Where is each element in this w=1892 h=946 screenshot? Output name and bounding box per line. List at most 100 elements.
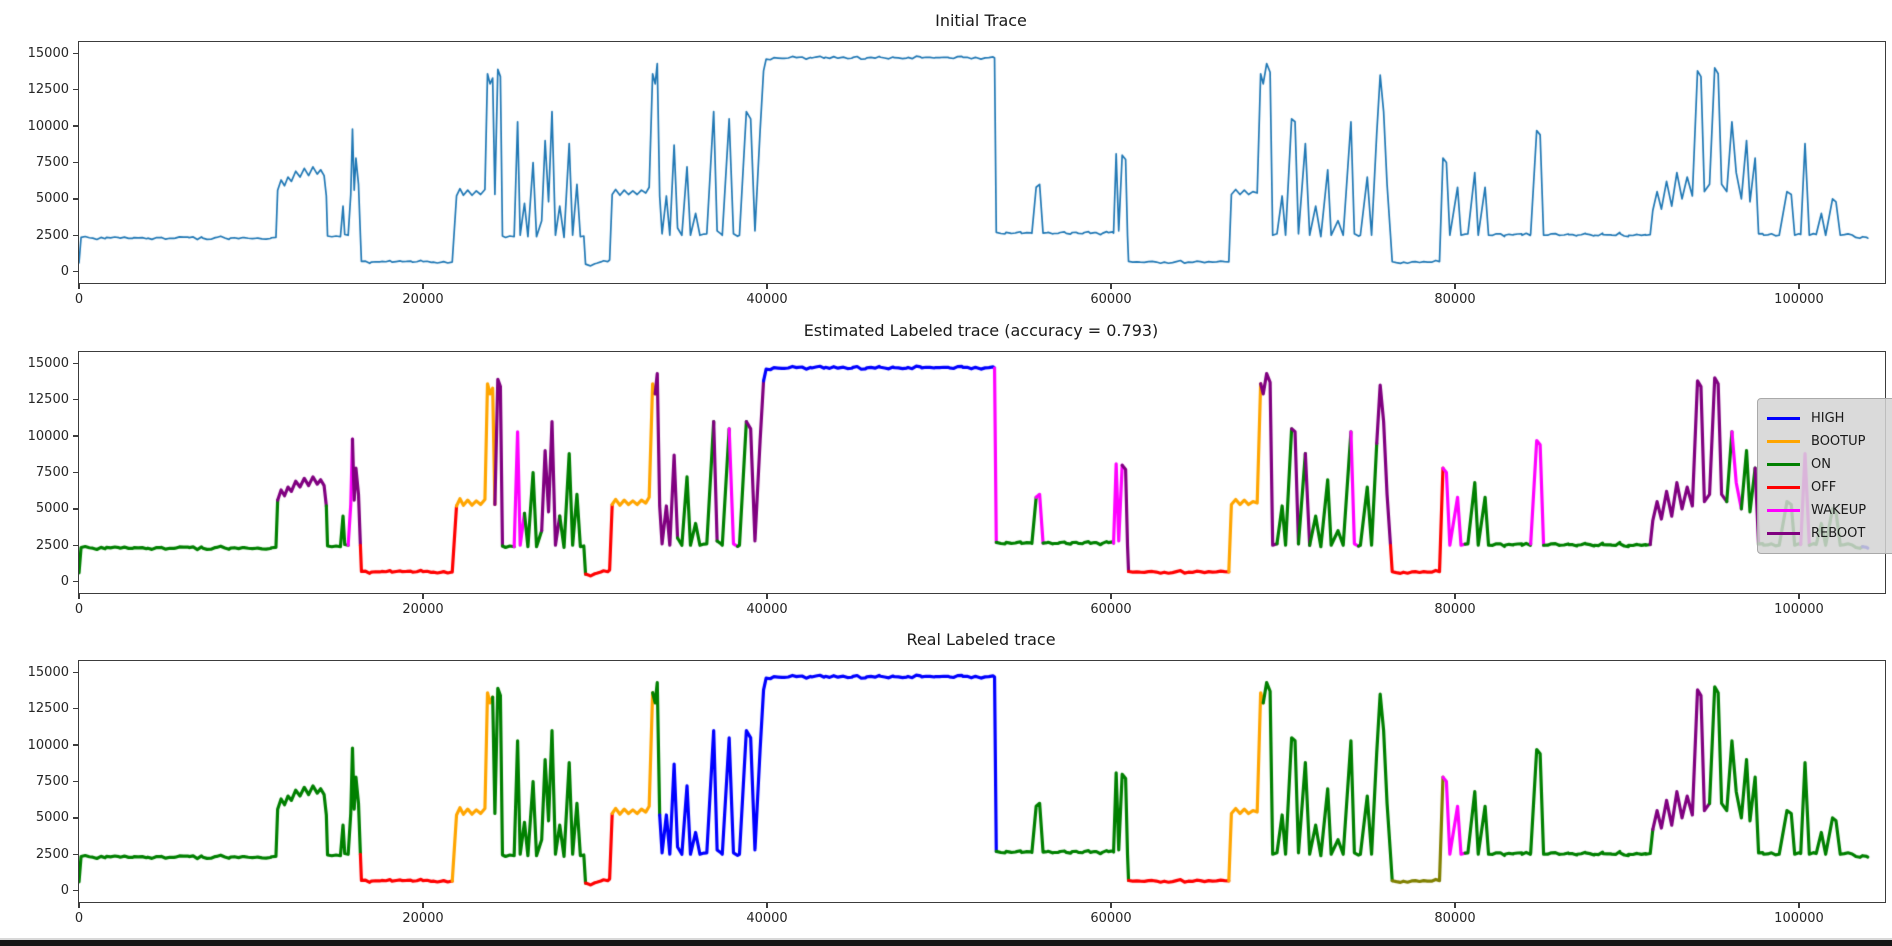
x-tick-mark [1454,902,1456,908]
y-tick-mark [73,580,79,583]
x-tick-mark [766,593,768,599]
y-tick-label: 15000 [27,45,69,61]
x-tick-label: 0 [74,292,84,307]
y-tick-label: 0 [60,574,69,590]
x-tick-label: 80000 [1434,292,1476,307]
legend-line-off [1767,486,1800,489]
legend-label-off: OFF [1811,480,1837,495]
legend-label-high: HIGH [1811,411,1845,426]
axes-initial-trace: 0 2500 5000 7500 10000 12500 15000 0 20000 40000 6… [28,41,1886,307]
x-tick-label: 20000 [402,292,444,307]
y-tick-mark [73,398,79,401]
y-tick-label: 5000 [35,191,69,207]
x-tick-label: 0 [74,602,84,617]
y-tick-mark [73,671,79,674]
y-tick-mark [73,889,79,892]
y-tick-label: 10000 [27,118,69,134]
y-tick-mark [73,435,79,437]
x-tick-mark [766,902,768,908]
x-tick-label: 60000 [1090,602,1132,617]
y-tick-mark [73,125,79,127]
x-tick-label: 0 [74,911,84,926]
x-tick-label: 40000 [746,292,788,307]
y-tick-label: 5000 [35,501,69,517]
legend-line-high [1767,417,1800,420]
legend-line-on [1767,463,1800,466]
x-tick-label: 40000 [746,602,788,617]
y-tick-label: 10000 [27,737,69,753]
trace-canvas-initial [79,42,1885,283]
axes-real-trace: 0 2500 5000 7500 10000 12500 15000 0 20000 40000 6… [28,660,1886,926]
plot-title-estimated-trace: Estimated Labeled trace (accuracy = 0.79… [803,321,1159,340]
plot-title-real-trace: Real Labeled trace [906,630,1056,649]
y-tick-mark [73,780,79,783]
x-tick-mark [1454,283,1456,289]
x-tick-mark [766,283,768,289]
x-tick-mark [1798,902,1800,908]
legend-entry-high: HIGH [1767,407,1889,430]
legend-label-on: ON [1811,457,1831,472]
y-tick-label: 7500 [35,155,69,170]
x-tick-mark [1454,593,1456,599]
y-tick-label: 10000 [27,428,69,444]
y-tick-label: 5000 [35,810,69,826]
y-tick-mark [73,270,79,273]
x-tick-mark [78,283,80,289]
x-tick-mark [78,593,80,599]
y-tick-mark [73,853,79,856]
x-tick-mark [1798,593,1800,599]
y-tick-label: 15000 [27,664,69,680]
x-tick-label: 100000 [1774,292,1824,307]
y-tick-label: 2500 [35,227,69,243]
x-tick-mark [422,902,424,908]
y-tick-label: 2500 [35,537,69,553]
legend-label-reboot: REBOOT [1811,526,1866,541]
y-tick-label: 7500 [35,465,69,480]
x-tick-label: 20000 [402,602,444,617]
legend-line-wakeup [1767,509,1800,512]
y-tick-label: 7500 [35,774,69,789]
x-tick-mark [1110,283,1112,289]
trace-canvas-real [79,661,1885,902]
x-tick-label: 80000 [1434,911,1476,926]
legend-entry-bootup: BOOTUP [1767,430,1889,453]
x-tick-mark [1110,593,1112,599]
x-tick-label: 80000 [1434,602,1476,617]
legend-entry-on: ON [1767,453,1889,476]
figure-bottom-rule [0,938,1892,940]
legend-label-bootup: BOOTUP [1811,434,1866,449]
y-tick-mark [73,817,79,819]
y-tick-label: 0 [60,883,69,899]
y-tick-label: 2500 [35,846,69,862]
y-tick-label: 12500 [27,701,69,717]
x-tick-label: 60000 [1090,292,1132,307]
x-tick-mark [422,593,424,599]
legend-label-wakeup: WAKEUP [1811,503,1867,518]
y-tick-mark [73,234,79,237]
x-tick-label: 100000 [1774,911,1824,926]
legend-line-reboot [1767,532,1800,535]
legend-line-bootup [1767,440,1800,443]
legend-entry-off: OFF [1767,476,1889,499]
x-tick-mark [78,902,80,908]
x-tick-mark [1110,902,1112,908]
x-tick-label: 20000 [402,911,444,926]
y-tick-mark [73,707,79,710]
legend-entry-reboot: REBOOT [1767,522,1889,545]
y-tick-mark [73,544,79,547]
y-tick-label: 0 [60,264,69,280]
y-tick-label: 12500 [27,392,69,408]
x-tick-label: 40000 [746,911,788,926]
y-tick-mark [73,471,79,474]
y-tick-mark [73,88,79,91]
axes-estimated-trace: 0 2500 5000 7500 10000 12500 15000 0 20000 40000 6… [28,351,1892,617]
y-tick-label: 12500 [27,82,69,98]
y-tick-mark [73,362,79,365]
y-tick-mark [73,744,79,746]
y-tick-mark [73,198,79,200]
x-tick-label: 60000 [1090,911,1132,926]
x-tick-mark [1798,283,1800,289]
legend-entry-wakeup: WAKEUP [1767,499,1889,522]
plot-title-initial-trace: Initial Trace [935,11,1027,30]
